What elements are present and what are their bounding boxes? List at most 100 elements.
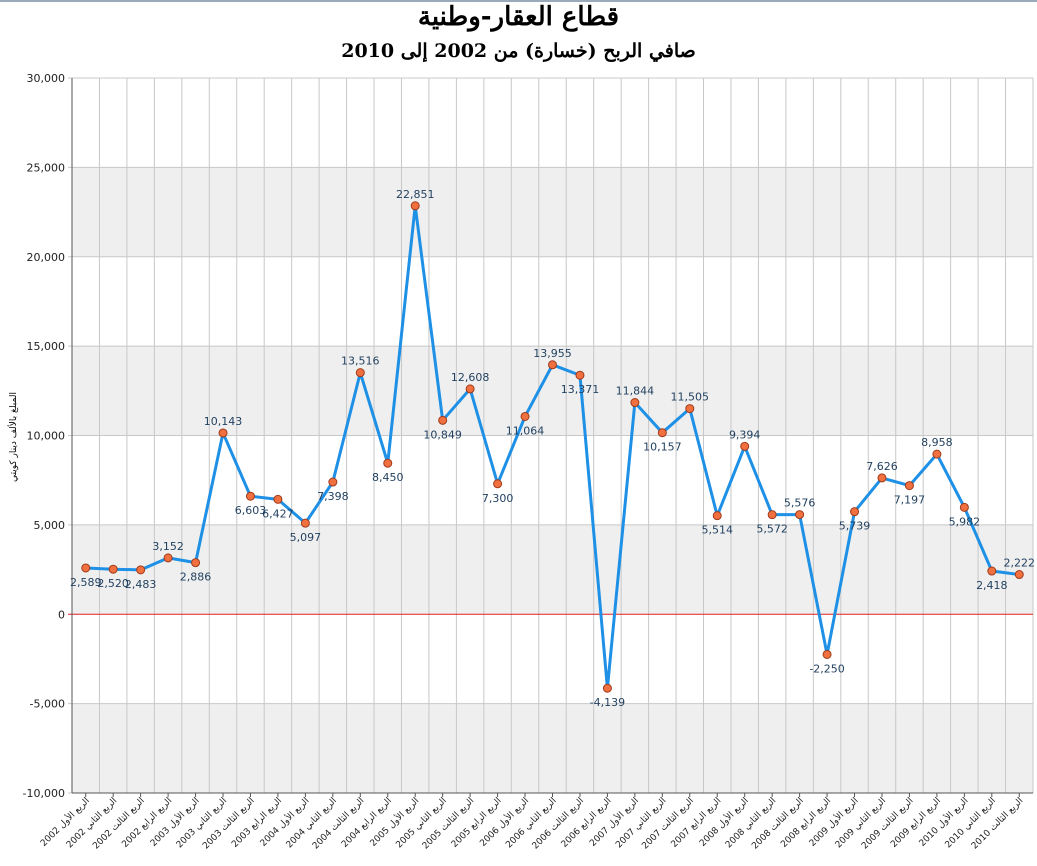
data-point <box>685 404 695 414</box>
data-point <box>493 479 503 489</box>
x-tick-label: الربع الأول 2003 <box>147 795 201 849</box>
x-tick-label: الربع الأول 2009 <box>806 795 860 849</box>
y-tick-label: 10,000 <box>27 430 66 443</box>
data-point <box>81 563 91 573</box>
data-label: 5,572 <box>756 523 788 536</box>
data-label: 22,851 <box>396 188 435 201</box>
y-tick-label: -10,000 <box>23 787 65 800</box>
y-tick-label: 0 <box>58 608 65 621</box>
data-point <box>548 360 557 370</box>
data-label: 10,849 <box>423 428 462 441</box>
x-tick-label: الربع الأول 2005 <box>367 795 421 849</box>
data-label: 10,143 <box>204 415 243 428</box>
x-tick-label: الربع الرابع 2002 <box>120 796 174 850</box>
data-label: 2,520 <box>97 577 129 590</box>
data-point <box>657 428 667 438</box>
plot-bands <box>72 167 1033 793</box>
data-label: 6,603 <box>235 504 267 517</box>
data-point <box>602 683 612 693</box>
data-label: 13,371 <box>561 383 600 396</box>
x-tick-label: الربع الأول 2006 <box>477 795 531 849</box>
data-point <box>108 564 118 574</box>
data-label: 13,955 <box>533 347 572 360</box>
x-tick-label: الربع الرابع 2003 <box>230 796 284 850</box>
data-point <box>795 510 805 520</box>
data-label: 2,418 <box>976 579 1008 592</box>
chart-subtitle: صافي الربح (خسارة) من 2002 إلى 2010 <box>341 40 696 62</box>
data-point <box>767 510 777 520</box>
data-label: 10,157 <box>643 441 682 454</box>
data-label: 5,576 <box>784 497 816 510</box>
x-tick-label: الربع الأول 2008 <box>697 795 751 849</box>
data-label: 5,982 <box>949 515 981 528</box>
data-point <box>218 428 228 438</box>
data-label: 2,483 <box>125 578 157 591</box>
data-label: 2,589 <box>70 576 102 589</box>
data-label: 6,427 <box>262 507 294 520</box>
data-point <box>191 558 201 568</box>
data-label: 5,739 <box>839 520 871 533</box>
y-axis-label: المبلغ بالألف دينار كويتي <box>7 392 19 482</box>
data-point <box>987 566 997 576</box>
data-label: 2,222 <box>1004 557 1036 570</box>
data-point <box>355 368 365 378</box>
data-point <box>904 481 914 491</box>
data-label: 8,958 <box>921 436 953 449</box>
data-point <box>163 553 173 563</box>
series-markers <box>81 201 1024 693</box>
x-tick-label: الربع الثالث 2010 <box>970 796 1025 851</box>
x-tick-label: الربع الرابع 2007 <box>670 796 724 850</box>
data-label: 5,097 <box>290 531 322 544</box>
x-tick-label: الربع الرابع 2008 <box>779 796 833 850</box>
x-tick-label: الربع الرابع 2005 <box>450 796 504 850</box>
data-label: 11,064 <box>506 424 545 437</box>
data-point <box>438 415 448 425</box>
data-point <box>328 477 338 487</box>
data-point <box>520 411 530 421</box>
y-tick-label: 15,000 <box>27 340 66 353</box>
series-line <box>85 204 1020 690</box>
data-point <box>1014 570 1024 580</box>
data-point <box>245 491 255 501</box>
data-point <box>740 441 750 451</box>
data-point <box>383 458 393 468</box>
plot-band <box>72 524 1033 615</box>
chart-title: قطاع العقار-وطنية <box>417 2 620 32</box>
data-label: 7,398 <box>317 490 349 503</box>
data-label: 11,505 <box>671 391 710 404</box>
data-point <box>630 398 640 408</box>
data-point <box>136 565 146 575</box>
data-point <box>959 502 969 512</box>
data-point <box>932 449 942 459</box>
data-point <box>850 507 860 517</box>
series-polyline <box>85 204 1020 690</box>
y-tick-labels: -10,000 -5,000 0 5,000 10,000 15,000 20,000 25,… <box>23 72 65 800</box>
y-tick-label: -5,000 <box>30 698 65 711</box>
data-label: 7,197 <box>894 494 926 507</box>
data-point <box>877 473 887 483</box>
y-tick-label: 5,000 <box>34 519 66 532</box>
data-point <box>712 511 722 521</box>
data-point <box>300 518 310 528</box>
data-point <box>273 494 283 504</box>
data-label: -4,139 <box>590 696 625 709</box>
x-tick-label: الربع الأول 2004 <box>257 795 311 849</box>
plot-band <box>72 703 1033 793</box>
data-label: 12,608 <box>451 371 490 384</box>
x-tick-label: الربع الرابع 2006 <box>560 796 614 850</box>
data-point <box>575 370 585 380</box>
y-tick-label: 25,000 <box>27 161 66 174</box>
x-tick-label: الربع الأول 2007 <box>587 795 641 849</box>
data-point <box>410 201 420 211</box>
y-tick-label: 30,000 <box>27 72 66 85</box>
x-tick-label: الربع الأول 2002 <box>38 795 92 849</box>
top-rule <box>0 0 1037 2</box>
data-label: 5,514 <box>701 524 733 537</box>
x-tick-label: الربع الرابع 2009 <box>889 796 943 850</box>
data-point <box>822 649 832 659</box>
data-label: 2,886 <box>180 571 212 584</box>
data-label: 7,626 <box>866 460 898 473</box>
